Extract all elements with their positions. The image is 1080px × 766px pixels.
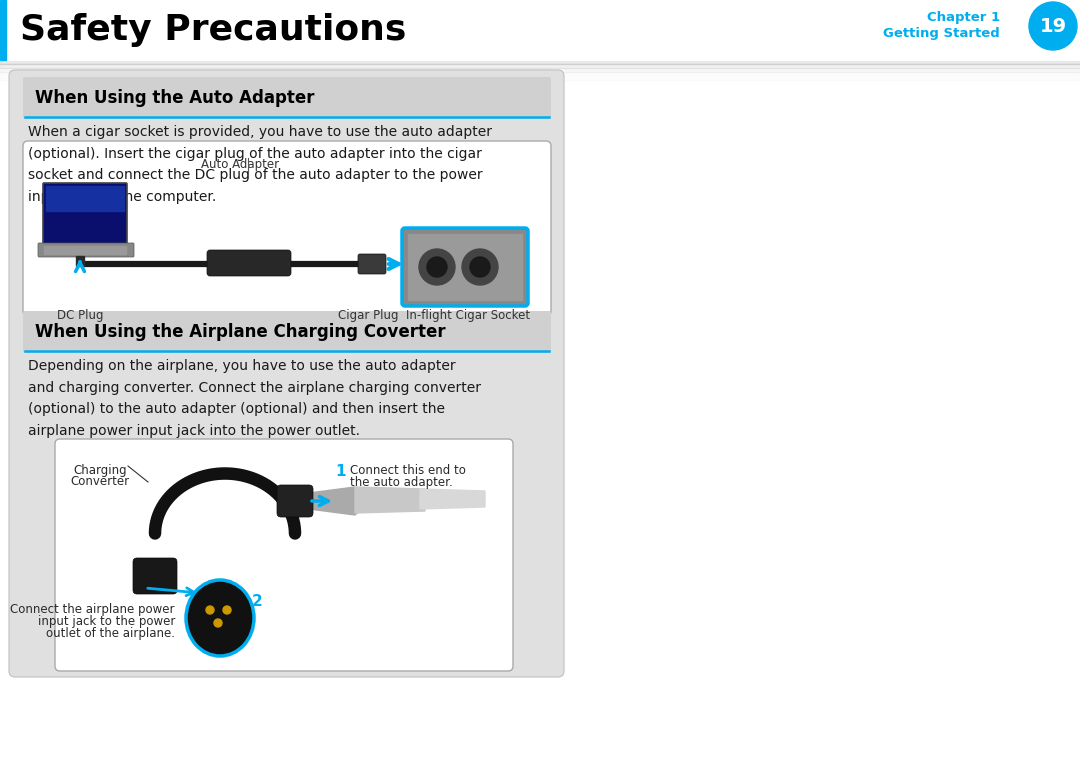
Bar — [46, 186, 124, 211]
Bar — [408, 234, 522, 300]
Text: Getting Started: Getting Started — [883, 27, 1000, 40]
Circle shape — [462, 249, 498, 285]
Bar — [0, 72, 1080, 80]
FancyBboxPatch shape — [357, 254, 386, 274]
Text: Depending on the airplane, you have to use the auto adapter
and charging convert: Depending on the airplane, you have to u… — [28, 359, 481, 438]
Text: Auto Adapter: Auto Adapter — [201, 158, 279, 171]
Bar — [0, 0, 1080, 60]
FancyBboxPatch shape — [207, 250, 291, 276]
Bar — [76, 256, 84, 266]
Bar — [0, 0, 6, 60]
Text: Safety Precautions: Safety Precautions — [21, 13, 406, 47]
Bar — [0, 64, 1080, 68]
Circle shape — [222, 606, 231, 614]
Polygon shape — [355, 487, 426, 513]
Ellipse shape — [186, 580, 254, 656]
Circle shape — [214, 619, 222, 627]
Text: When a cigar socket is provided, you have to use the auto adapter
(optional). In: When a cigar socket is provided, you hav… — [28, 125, 492, 204]
Text: In-flight Cigar Socket: In-flight Cigar Socket — [406, 309, 530, 322]
Text: DC Plug: DC Plug — [57, 309, 104, 322]
Circle shape — [427, 257, 447, 277]
FancyBboxPatch shape — [276, 485, 313, 517]
FancyBboxPatch shape — [402, 228, 528, 306]
FancyBboxPatch shape — [23, 77, 551, 119]
Text: input jack to the power: input jack to the power — [38, 615, 175, 628]
Text: Cigar Plug: Cigar Plug — [338, 309, 399, 322]
FancyBboxPatch shape — [23, 311, 551, 353]
Text: 1: 1 — [335, 464, 346, 479]
FancyBboxPatch shape — [23, 141, 551, 316]
Text: 2: 2 — [252, 594, 262, 609]
Text: Chapter 1: Chapter 1 — [927, 11, 1000, 25]
Text: the auto adapter.: the auto adapter. — [350, 476, 453, 489]
Bar — [0, 68, 1080, 72]
Text: Connect the airplane power: Connect the airplane power — [11, 603, 175, 616]
FancyBboxPatch shape — [133, 558, 177, 594]
FancyBboxPatch shape — [55, 439, 513, 671]
Text: When Using the Auto Adapter: When Using the Auto Adapter — [35, 89, 314, 107]
Text: Connect this end to: Connect this end to — [350, 464, 465, 477]
Circle shape — [206, 606, 214, 614]
Text: Charging: Charging — [73, 464, 126, 477]
Text: When Using the Airplane Charging Coverter: When Using the Airplane Charging Coverte… — [35, 323, 446, 341]
FancyBboxPatch shape — [38, 243, 134, 257]
Circle shape — [419, 249, 455, 285]
FancyBboxPatch shape — [9, 70, 564, 677]
Bar — [44, 246, 126, 254]
FancyBboxPatch shape — [43, 183, 127, 247]
Text: Converter: Converter — [70, 475, 130, 488]
Polygon shape — [309, 487, 370, 515]
Bar — [0, 60, 1080, 64]
Circle shape — [470, 257, 490, 277]
Circle shape — [1029, 2, 1077, 50]
Text: 19: 19 — [1039, 17, 1067, 35]
Polygon shape — [420, 489, 485, 509]
Text: outlet of the airplane.: outlet of the airplane. — [46, 627, 175, 640]
